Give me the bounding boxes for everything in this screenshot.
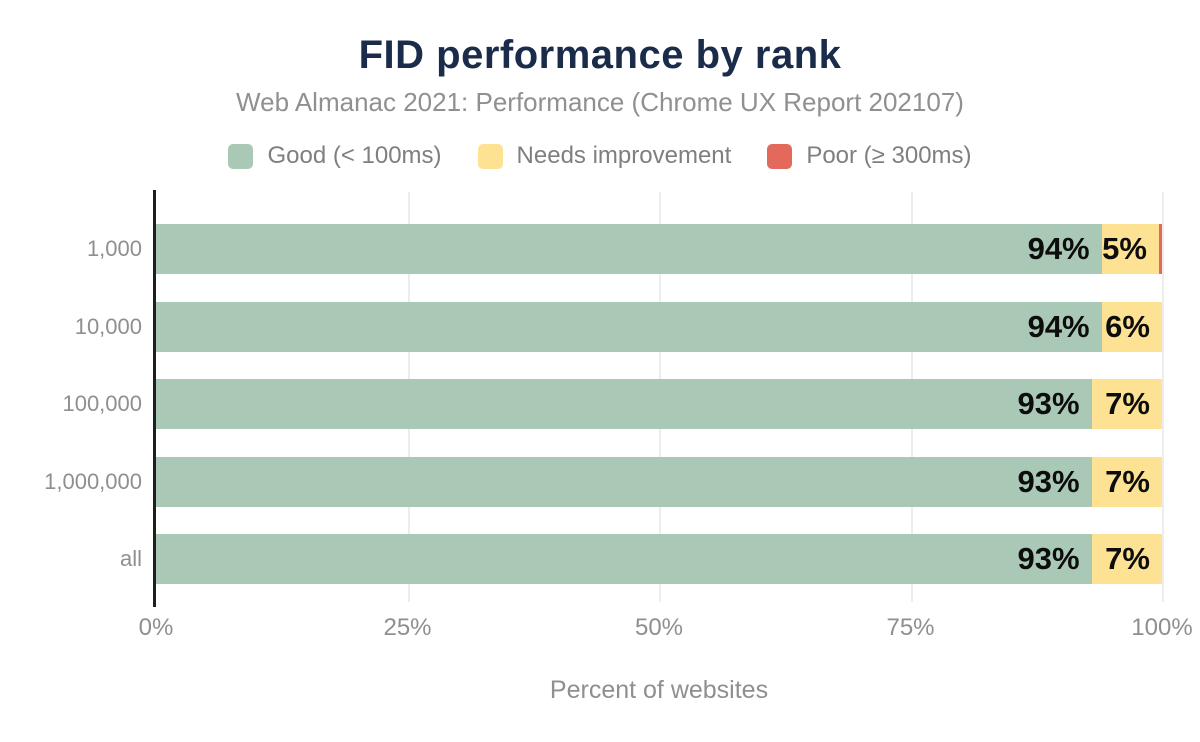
legend-label-good: Good (< 100ms)	[267, 142, 442, 169]
x-tick-label-100%: 100%	[1131, 614, 1193, 641]
bar-segment	[1101, 301, 1162, 352]
chart-title: FID performance by rank	[358, 33, 842, 77]
bar-value-label: 94%	[1027, 308, 1090, 344]
bar-value-label: 7%	[1105, 463, 1150, 499]
gridline-100%	[1162, 192, 1164, 602]
bar-segment	[1158, 224, 1162, 274]
x-axis-title: Percent of websites	[549, 676, 769, 704]
category-label-1,000,000: 1,000,000	[44, 468, 142, 494]
x-tick-label-75%: 75%	[886, 614, 935, 641]
bar-segment	[156, 379, 1092, 430]
chart-legend: Good (< 100ms) Needs improvement Poor (≥…	[0, 142, 1200, 170]
legend-item-poor: Poor (≥ 300ms)	[767, 142, 972, 170]
bar-value-label: 94%	[1027, 231, 1090, 266]
y-axis-line	[153, 190, 156, 607]
bar-segment	[156, 534, 1092, 585]
bar-segment	[156, 224, 1102, 274]
bar-segment	[156, 301, 1102, 352]
bar-value-label: 6%	[1105, 308, 1150, 344]
x-tick-label-25%: 25%	[383, 614, 432, 641]
bar-segment	[1091, 456, 1162, 507]
chart-subtitle: Web Almanac 2021: Performance (Chrome UX…	[236, 87, 964, 117]
bar-value-label: 5%	[1102, 231, 1147, 266]
category-label-1,000: 1,000	[86, 236, 142, 261]
category-label-100,000: 100,000	[62, 391, 142, 417]
bar-value-label: 93%	[1017, 386, 1080, 422]
poor-swatch-icon	[767, 143, 793, 169]
bar-value-label: 93%	[1017, 463, 1080, 499]
bar-segment	[1091, 534, 1162, 585]
legend-label-poor: Poor (≥ 300ms)	[806, 142, 972, 169]
good-swatch-icon	[228, 143, 254, 169]
category-label-all: all	[119, 546, 142, 572]
category-label-10,000: 10,000	[74, 313, 142, 339]
bar-value-label: 7%	[1105, 541, 1150, 577]
bar-segment	[1101, 224, 1159, 274]
bar-segment	[1091, 379, 1162, 430]
bar-segment	[156, 456, 1092, 507]
legend-item-needs-improvement: Needs improvement	[477, 142, 732, 170]
bar-value-label: 93%	[1017, 541, 1080, 577]
x-tick-label-0%: 0%	[138, 614, 174, 641]
x-tick-label-50%: 50%	[634, 614, 684, 641]
needs-improvement-swatch-icon	[477, 143, 503, 169]
bar-value-label: 7%	[1105, 386, 1150, 422]
legend-item-good: Good (< 100ms)	[228, 142, 442, 170]
legend-label-needs-improvement: Needs improvement	[516, 142, 732, 169]
